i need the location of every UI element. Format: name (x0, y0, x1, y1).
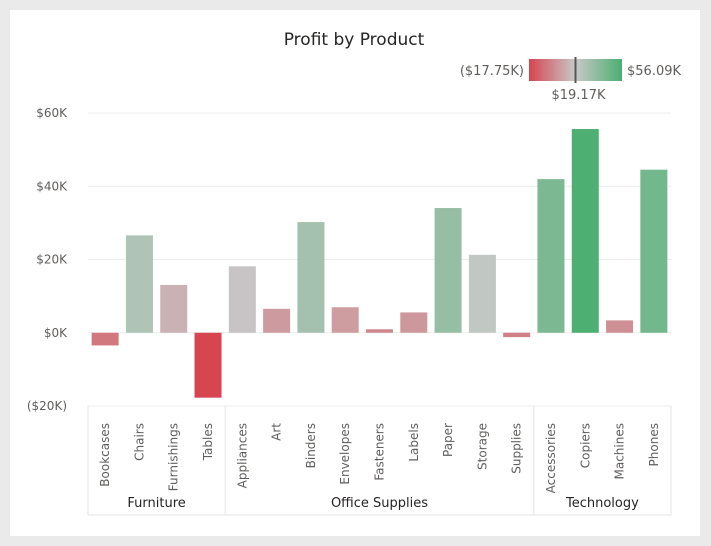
y-tick-label: $0K (44, 326, 68, 340)
bar-bookcases[interactable] (91, 332, 119, 346)
group-label: Office Supplies (331, 496, 428, 511)
bar-copiers[interactable] (571, 129, 599, 333)
x-tick-label: Machines (613, 423, 627, 479)
x-tick-label: Binders (304, 423, 318, 468)
x-tick-label: Art (270, 423, 284, 441)
x-tick-label: Fasteners (373, 423, 387, 481)
bar-art[interactable] (263, 308, 291, 333)
x-tick-label: Tables (201, 423, 215, 461)
chart-card: Profit by Product ($17.75K) $56.09K $19.… (10, 10, 700, 536)
bar-phones[interactable] (640, 169, 668, 333)
bar-envelopes[interactable] (331, 307, 359, 333)
x-tick-label: Chairs (132, 423, 146, 461)
bar-binders[interactable] (297, 222, 325, 333)
bar-labels[interactable] (400, 312, 428, 333)
bar-machines[interactable] (606, 320, 634, 333)
x-tick-label: Phones (647, 423, 661, 466)
bar-accessories[interactable] (537, 179, 565, 333)
bar-paper[interactable] (434, 208, 462, 333)
x-tick-label: Storage (475, 423, 489, 470)
legend-max-label: $56.09K (627, 64, 681, 79)
bar-storage[interactable] (468, 254, 496, 333)
x-tick-label: Bookcases (98, 423, 112, 487)
bar-appliances[interactable] (228, 266, 256, 333)
y-tick-label: $20K (36, 253, 68, 267)
x-tick-label: Furnishings (167, 423, 181, 491)
legend-min-label: ($17.75K) (460, 64, 524, 79)
group-label: Technology (565, 496, 639, 511)
legend-mid-label: $19.17K (551, 88, 605, 103)
y-tick-label: $40K (36, 179, 68, 193)
bar-chairs[interactable] (125, 235, 153, 333)
x-tick-label: Accessories (544, 423, 558, 493)
x-tick-label: Envelopes (338, 423, 352, 485)
x-tick-label: Appliances (235, 423, 249, 488)
x-tick-label: Labels (407, 423, 421, 462)
profit-bar-chart: Profit by Product ($17.75K) $56.09K $19.… (27, 30, 681, 516)
bar-supplies[interactable] (503, 332, 531, 338)
bar-furnishings[interactable] (160, 284, 188, 333)
bar-fasteners[interactable] (366, 329, 393, 333)
x-tick-label: Copiers (578, 423, 592, 468)
group-label: Furniture (127, 496, 185, 511)
y-tick-label: $60K (36, 106, 68, 120)
bar-tables[interactable] (194, 332, 222, 398)
x-tick-label: Supplies (510, 423, 524, 474)
y-tick-label: ($20K) (27, 399, 67, 413)
x-tick-label: Paper (441, 423, 455, 457)
chart-title: Profit by Product (284, 30, 425, 50)
